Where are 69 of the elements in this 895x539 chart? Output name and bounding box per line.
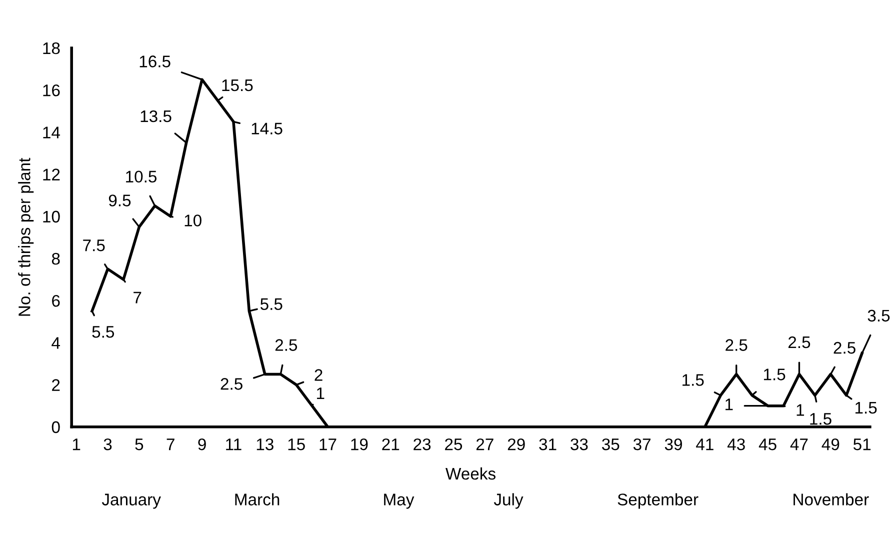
y-tick-label: 14: [43, 126, 60, 138]
data-label: 2.5: [220, 378, 242, 390]
data-label: 10: [184, 214, 202, 226]
x-tick-label: 21: [382, 438, 400, 450]
x-tick-label: 49: [822, 438, 840, 450]
data-label: 2.5: [275, 339, 298, 351]
data-label: 1: [317, 388, 324, 400]
x-tick-label: 31: [539, 438, 556, 450]
y-tick-label: 12: [43, 168, 60, 180]
x-tick-label: 41: [696, 438, 714, 450]
y-tick-label: 16: [43, 84, 60, 96]
data-label: 13.5: [140, 110, 172, 122]
x-tick-label: 13: [256, 438, 274, 450]
y-tick-label: 2: [52, 379, 60, 391]
y-tick-label: 4: [52, 337, 60, 349]
data-label: 2: [314, 369, 322, 381]
data-label: 5.5: [260, 298, 282, 310]
data-label: 1.5: [682, 374, 704, 386]
data-label: 2.5: [834, 342, 856, 354]
x-tick-label: 17: [320, 438, 336, 450]
x-tick-label: 33: [570, 438, 588, 450]
y-tick-label: 10: [43, 210, 60, 223]
text: January: [102, 494, 161, 509]
y-axis-title: No. of thrips per plant: [18, 158, 34, 316]
x-tick-label: 51: [853, 438, 871, 450]
data-label: 14.5: [252, 122, 282, 134]
x-tick-label: 37: [633, 438, 650, 450]
y-tick-label: 6: [52, 294, 60, 307]
x-tick-label: 11: [226, 438, 242, 450]
data-label: 5.5: [92, 326, 114, 338]
data-label: 1.5: [764, 368, 786, 380]
x-tick-label: 29: [508, 438, 525, 450]
text: March: [235, 493, 280, 506]
data-label: 1.5: [810, 413, 832, 425]
x-tick-label: 1: [72, 438, 80, 450]
data-label: 3.5: [868, 310, 890, 322]
x-tick-label: 3: [104, 438, 112, 450]
data-label: 16.5: [140, 56, 170, 68]
x-tick-label: 27: [476, 438, 494, 450]
x-tick-label: 15: [288, 438, 305, 450]
text: July: [494, 493, 524, 509]
text: September: [618, 493, 698, 509]
x-tick-label: 39: [664, 438, 682, 450]
data-label: 1: [726, 398, 733, 410]
data-label: 1: [796, 404, 804, 416]
x-tick-label: 5: [135, 438, 144, 450]
data-label: 10.5: [126, 170, 157, 183]
x-tick-label: 19: [351, 438, 368, 450]
x-tick-label: 7: [166, 438, 174, 450]
data-label: 2.5: [788, 336, 810, 348]
data-label: 9.5: [108, 194, 131, 206]
data-label: 1.5: [856, 402, 877, 414]
x-tick-label: 45: [758, 438, 776, 450]
x-tick-label: 9: [198, 438, 206, 450]
x-tick-label: 35: [602, 438, 620, 450]
text: May: [384, 494, 414, 509]
data-label: 7.5: [83, 240, 105, 252]
y-tick-label: 18: [43, 42, 60, 54]
y-tick-label: 8: [52, 252, 60, 265]
y-tick-label: 0: [52, 421, 60, 434]
data-label: 15.5: [222, 80, 253, 92]
data-label: 2.5: [726, 339, 748, 351]
x-tick-label: 43: [727, 438, 745, 450]
x-tick-label: 23: [414, 438, 431, 450]
x-tick-label: 25: [445, 438, 462, 450]
data-label: 7: [134, 292, 142, 304]
x-tick-label: 47: [790, 438, 808, 450]
text: November: [794, 493, 869, 506]
x-axis-title: Weeks: [446, 467, 496, 480]
